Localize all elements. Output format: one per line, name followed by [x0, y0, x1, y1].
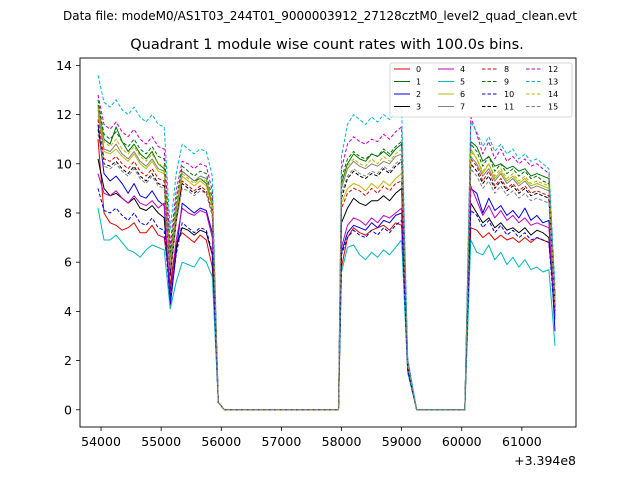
legend-label-6: 6: [460, 90, 465, 99]
x-tick-label: 59000: [382, 434, 422, 449]
series-layer: [97, 75, 556, 411]
x-tick-label: 54000: [81, 434, 121, 449]
legend-label-7: 7: [460, 103, 465, 112]
legend-label-15: 15: [548, 103, 558, 112]
y-tick-label: 2: [64, 353, 72, 368]
series-line-2: [97, 124, 556, 411]
chart-title: Quadrant 1 module wise count rates with …: [130, 37, 524, 53]
y-tick-label: 12: [56, 107, 72, 122]
series-line-15: [97, 134, 556, 411]
series-line-13: [97, 75, 556, 411]
y-tick-label: 0: [64, 402, 72, 417]
legend-label-8: 8: [504, 65, 509, 74]
series-line-7: [97, 109, 556, 411]
series-line-1: [97, 104, 556, 411]
legend-label-9: 9: [504, 78, 509, 87]
x-axis: 54000 55000 56000 57000 58000 59000 60000 61000: [81, 427, 542, 449]
y-tick-label: 6: [64, 255, 72, 270]
series-line-10: [97, 188, 556, 411]
legend-label-13: 13: [548, 78, 558, 87]
y-tick-label: 14: [56, 58, 72, 73]
series-line-4: [97, 173, 556, 411]
series-line-6: [97, 114, 556, 411]
series-line-11: [97, 129, 556, 411]
series-line-14: [97, 107, 556, 411]
y-tick-label: 10: [56, 156, 72, 171]
legend-label-2: 2: [416, 90, 421, 99]
x-tick-label: 61000: [502, 434, 542, 449]
legend-label-0: 0: [416, 65, 421, 74]
x-tick-label: 56000: [201, 434, 241, 449]
x-tick-label: 60000: [442, 434, 482, 449]
legend-label-1: 1: [416, 78, 421, 87]
y-axis: 0 2 4 6 8 10 12 14: [56, 58, 80, 417]
legend-label-3: 3: [416, 103, 421, 112]
plot-frame: [79, 57, 577, 428]
legend-label-5: 5: [460, 78, 465, 87]
legend-label-14: 14: [548, 90, 558, 99]
series-line-8: [97, 119, 556, 411]
series-line-3: [97, 158, 556, 411]
legend-label-11: 11: [504, 103, 514, 112]
y-tick-label: 4: [64, 304, 72, 319]
chart-suptitle: Data file: modeM0/AS1T03_244T01_90000039…: [63, 9, 577, 23]
legend-box: [389, 62, 573, 118]
series-line-5: [97, 208, 556, 411]
series-line-9: [97, 99, 556, 411]
series-line-0: [97, 139, 556, 411]
plot-area: [80, 58, 576, 427]
legend-label-10: 10: [504, 90, 514, 99]
legend-label-12: 12: [548, 65, 558, 74]
legend-label-4: 4: [460, 65, 465, 74]
x-tick-label: 57000: [262, 434, 302, 449]
x-tick-label: 55000: [141, 434, 181, 449]
x-offset-label: +3.394e8: [514, 453, 576, 468]
series-line-12: [97, 94, 556, 411]
x-tick-label: 58000: [322, 434, 362, 449]
y-tick-label: 8: [64, 205, 72, 220]
